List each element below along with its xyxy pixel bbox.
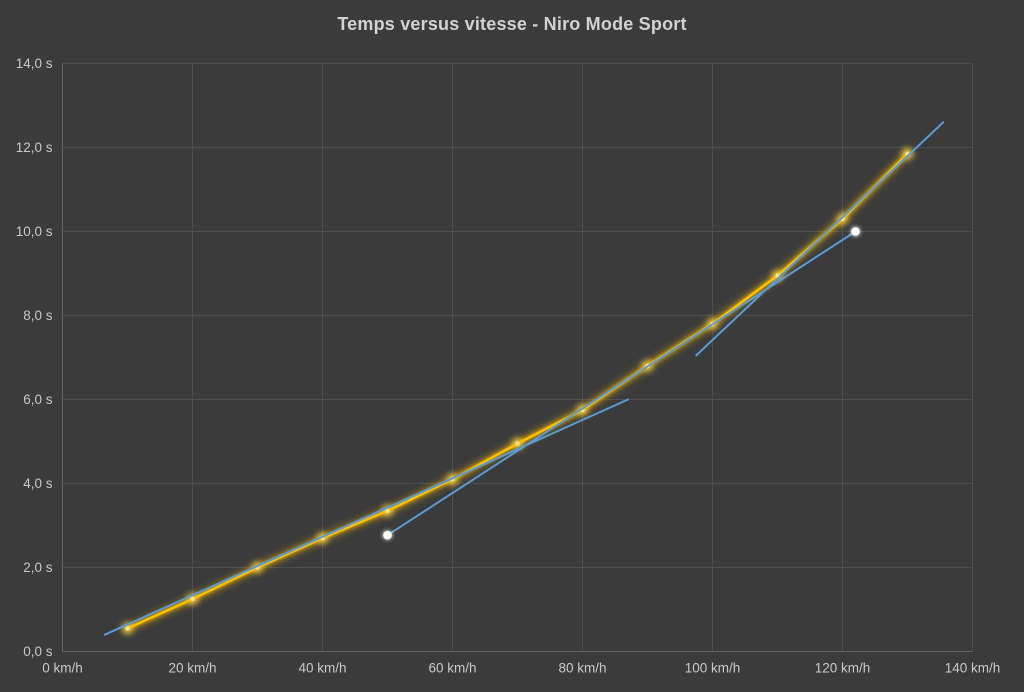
data-point-50kmh[interactable]: [385, 508, 390, 513]
y-tick-label: 6,0 s: [23, 392, 53, 407]
x-tick-label: 80 km/h: [558, 661, 606, 676]
series-main-glow: [123, 149, 912, 633]
series-trendline-basse-vitesse[interactable]: [103, 398, 629, 636]
series-trendline-haute-vitesse[interactable]: [695, 121, 945, 357]
x-tick-label: 20 km/h: [168, 661, 216, 676]
series-segment-reperes-blancs[interactable]: [386, 230, 857, 537]
x-tick-label: 120 km/h: [815, 661, 871, 676]
y-tick-label: 10,0 s: [16, 224, 53, 239]
y-tick-label: 12,0 s: [16, 140, 53, 155]
series-main-glow-inner: [125, 151, 910, 631]
plot-area[interactable]: 0 km/h 20 km/h 40 km/h 60 km/h 80 km/h 100 km…: [16, 56, 1001, 676]
x-tick-label: 100 km/h: [685, 661, 741, 676]
y-tick-label: 4,0 s: [23, 476, 53, 491]
reference-point-50kmh[interactable]: [383, 530, 392, 540]
chart-title[interactable]: Temps versus vitesse - Niro Mode Sport: [337, 14, 687, 34]
data-point-10kmh[interactable]: [125, 626, 130, 631]
y-tick-label: 8,0 s: [23, 308, 53, 323]
data-point-70kmh[interactable]: [515, 441, 520, 446]
y-tick-label: 0,0 s: [23, 644, 53, 659]
series-temps-niro-mode-sport[interactable]: [126, 152, 909, 630]
x-tick-label: 0 km/h: [42, 661, 83, 676]
y-tick-label: 14,0 s: [16, 56, 53, 71]
y-tick-label: 2,0 s: [23, 560, 53, 575]
data-point-20kmh[interactable]: [190, 596, 195, 602]
x-tick-label: 40 km/h: [298, 661, 346, 676]
reference-point-122kmh[interactable]: [851, 227, 860, 236]
x-tick-label: 140 km/h: [945, 661, 1001, 676]
x-tick-label: 60 km/h: [428, 661, 476, 676]
